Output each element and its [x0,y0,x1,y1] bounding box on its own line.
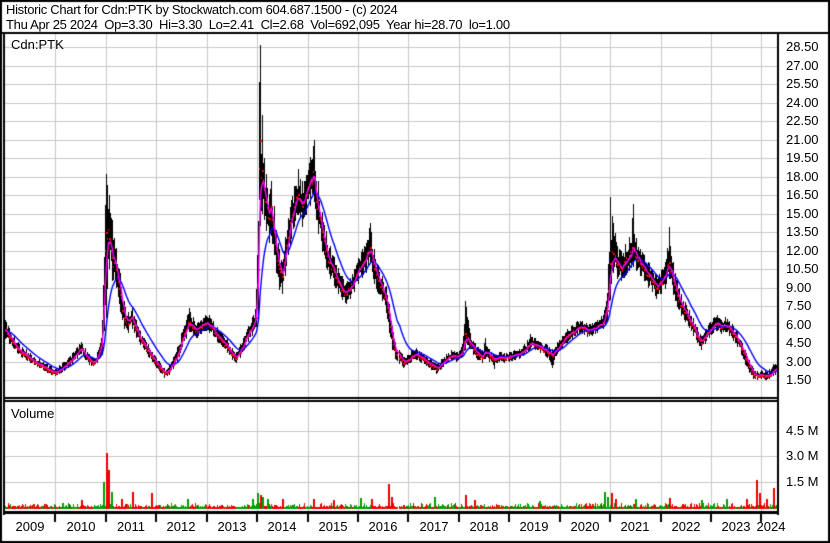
price-tick-label: 7.50 [786,298,812,313]
price-tick-label: 3.00 [786,354,812,369]
price-tick-label: 15.00 [786,206,819,221]
price-tick-label: 1.50 [786,372,812,387]
year-label: 2019 [519,519,549,534]
price-tick-label: 24.00 [786,95,819,110]
price-tick-label: 22.50 [786,113,819,128]
price-tick-label: 21.00 [786,132,819,147]
quote-summary-line: Thu Apr 25 2024 Op=3.30 Hi=3.30 Lo=2.41 … [6,17,510,32]
price-tick-label: 12.00 [786,243,819,258]
year-label: 2011 [117,519,145,534]
year-label: 2018 [469,519,499,534]
price-tick-label: 18.00 [786,169,819,184]
year-label: 2009 [15,519,45,534]
year-label: 2015 [318,519,348,534]
price-tick-label: 9.00 [786,280,812,295]
volume-tick-label: 4.5 M [786,423,819,438]
price-tick-label: 16.50 [786,187,819,202]
year-label: 2013 [217,519,247,534]
price-tick-label: 19.50 [786,150,819,165]
price-tick-label: 27.00 [786,58,819,73]
year-label: 2012 [166,519,196,534]
price-tick-label: 28.50 [786,39,819,54]
chart-title: Historic Chart for Cdn:PTK by Stockwatch… [6,2,398,17]
year-label: 2014 [267,519,297,534]
price-tick-label: 6.00 [786,317,812,332]
year-label: 2022 [671,519,701,534]
year-label: 2010 [66,519,96,534]
year-label: 2017 [419,519,449,534]
volume-tick-label: 3.0 M [786,448,819,463]
price-tick-label: 13.50 [786,224,819,239]
year-label: 2024 [756,519,786,534]
price-tick-label: 4.50 [786,335,812,350]
volume-panel-label: Volume [11,406,55,421]
year-label: 2020 [570,519,600,534]
year-label: 2021 [620,519,650,534]
year-label: 2016 [368,519,398,534]
price-tick-label: 10.50 [786,261,819,276]
volume-tick-label: 1.5 M [786,474,819,489]
year-label: 2023 [721,519,751,534]
symbol-label: Cdn:PTK [11,37,64,52]
price-tick-label: 25.50 [786,76,819,91]
